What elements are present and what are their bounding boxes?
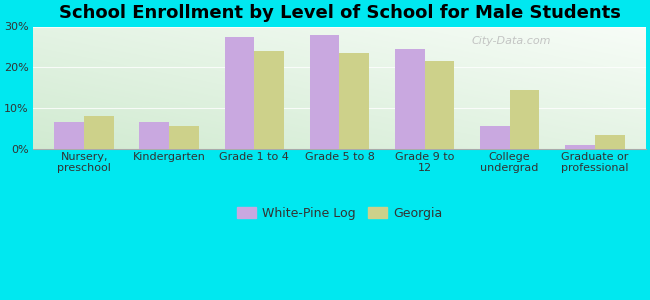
Bar [309,35,339,149]
Legend: White-Pine Log, Georgia: White-Pine Log, Georgia [232,202,447,224]
Bar [254,51,284,149]
Bar [565,145,595,149]
Bar [480,126,510,149]
Bar [224,37,254,149]
Bar [395,49,424,149]
Bar [510,90,540,149]
Bar [140,122,169,149]
Bar [84,116,114,149]
Title: School Enrollment by Level of School for Male Students: School Enrollment by Level of School for… [58,4,620,22]
Text: City-Data.com: City-Data.com [471,36,551,46]
Bar [169,126,199,149]
Bar [339,53,369,149]
Bar [595,134,625,149]
Bar [55,122,84,149]
Bar [424,61,454,149]
